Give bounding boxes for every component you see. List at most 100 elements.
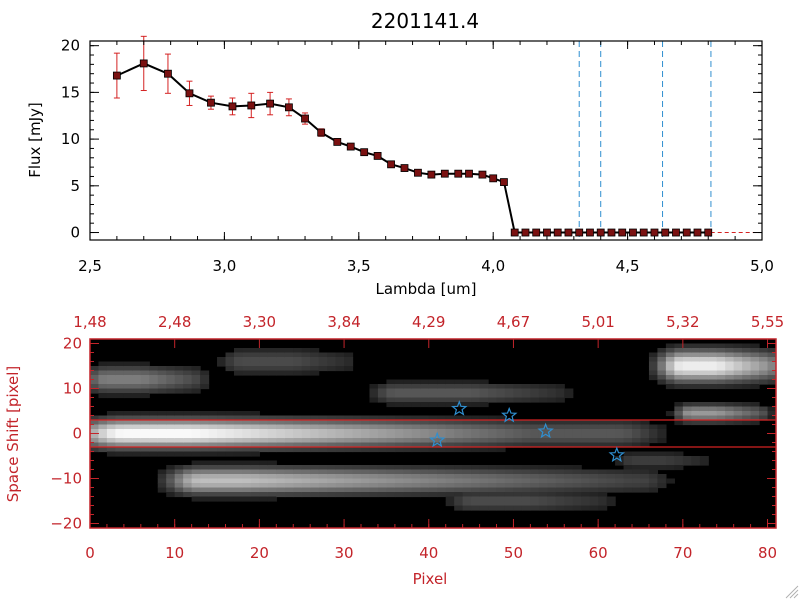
heatmap-cell — [403, 433, 413, 439]
heatmap-cell — [183, 415, 193, 421]
heatmap-cell — [615, 442, 625, 448]
heatmap-cell — [504, 384, 515, 390]
heatmap-cell — [386, 492, 396, 498]
heatmap-cell — [327, 352, 337, 358]
heatmap-cell — [200, 447, 210, 453]
heatmap-cell — [344, 361, 354, 367]
heatmap-cell — [648, 465, 659, 471]
heatmap-cell — [149, 438, 159, 444]
heatmap-cell — [259, 366, 269, 372]
heatmap-cell — [318, 478, 328, 484]
heatmap-cell — [657, 366, 667, 372]
heatmap-cell — [530, 433, 540, 439]
flux-plot-frame — [89, 40, 763, 241]
heatmap-cell — [115, 411, 125, 417]
heatmap-cell — [665, 384, 675, 390]
heatmap-cell — [208, 442, 218, 448]
heatmap-cell — [674, 366, 684, 372]
heatmap-cell — [530, 442, 540, 448]
heatmap-cell — [674, 343, 684, 349]
heatmap-cell — [217, 424, 227, 430]
heatmap-cell — [293, 492, 303, 498]
heatmap-cell — [445, 429, 455, 435]
heatmap-cell — [394, 393, 404, 399]
heatmap-cell — [691, 352, 701, 358]
resize-grip-icon[interactable] — [785, 585, 799, 599]
heatmap-cell — [725, 375, 735, 381]
heatmap-cell — [140, 361, 150, 367]
heatmap-cell — [496, 474, 506, 480]
heatmap-cell — [462, 496, 472, 502]
heatmap-cell — [191, 460, 201, 466]
heatmap-cell — [716, 366, 726, 372]
heatmap-cell — [352, 429, 362, 435]
heatmap-cell — [403, 442, 413, 448]
heatmap-cell — [276, 474, 286, 480]
heatmap-cell — [208, 424, 218, 430]
heatmap-cell — [615, 460, 625, 466]
heatmap-cell — [217, 469, 227, 475]
heatmap-cell — [403, 415, 413, 421]
heatmap-cell — [157, 366, 167, 372]
heatmap-cell — [665, 361, 675, 367]
heatmap-cell — [496, 447, 506, 453]
heatmap-cell — [174, 492, 184, 498]
heatmap-cell — [318, 352, 328, 358]
heatmap-cell — [428, 429, 438, 435]
heatmap-cell — [344, 420, 354, 426]
heatmap-cell — [428, 492, 438, 498]
heatmap-cell — [420, 433, 430, 439]
heatmap-cell — [513, 465, 523, 471]
flux-point-41 — [682, 228, 691, 237]
heatmap-cell — [437, 433, 447, 439]
heatmap-cell — [310, 433, 320, 439]
heatmap-cell — [488, 424, 498, 430]
heatmap-cell — [674, 379, 684, 385]
heatmap-cell — [733, 361, 743, 367]
heatmap-cell — [259, 447, 269, 453]
heatmap-cell — [327, 438, 337, 444]
heatmap-cell — [640, 451, 650, 457]
heatmap-cell — [682, 366, 692, 372]
heatmap-cell — [394, 492, 404, 498]
heatmap-cell — [106, 420, 117, 426]
heatmap-cell — [174, 366, 184, 372]
heatmap-cell — [149, 375, 159, 381]
heatmap-cell — [318, 361, 328, 367]
heatmap-cell — [538, 474, 548, 480]
heatmap-cell — [521, 397, 531, 403]
heatmap-cell — [301, 478, 311, 484]
heatmap-cell — [208, 447, 218, 453]
heatmap-cell — [377, 469, 388, 475]
heatmap-cell — [250, 366, 260, 372]
heatmap-cell — [462, 429, 472, 435]
heatmap-cell — [140, 393, 150, 399]
heatmap-cell — [479, 433, 489, 439]
heatmap-cell — [640, 465, 650, 471]
heatmap-cell — [471, 492, 481, 498]
heatmap-cell — [123, 384, 133, 390]
heatmap-cell — [157, 438, 167, 444]
heatmap-cell — [106, 442, 117, 448]
heatmap-cell — [555, 433, 565, 439]
heatmap-cell — [174, 478, 184, 484]
heatmap-cell — [479, 429, 489, 435]
heatmap-cell — [530, 474, 540, 480]
heatmap-cell — [250, 348, 260, 354]
flux-point-13 — [360, 148, 369, 157]
heatmap-cell — [632, 429, 642, 435]
heatmap-cell — [140, 433, 150, 439]
flux-point-22 — [478, 170, 487, 179]
heatmap-cell — [301, 361, 311, 367]
heatmap-cell — [140, 379, 150, 385]
heatmap-cell — [106, 379, 117, 385]
heatmap-cell — [394, 487, 404, 493]
heatmap-cell — [149, 388, 159, 394]
heatmap-cell — [242, 496, 252, 502]
heatmap-cell — [445, 478, 455, 484]
heatmap-cell — [538, 384, 548, 390]
heatmap-cell — [344, 483, 354, 489]
heatmap-cell — [598, 433, 608, 439]
heatmap-cell — [318, 424, 328, 430]
heatmap-cell — [733, 411, 743, 417]
